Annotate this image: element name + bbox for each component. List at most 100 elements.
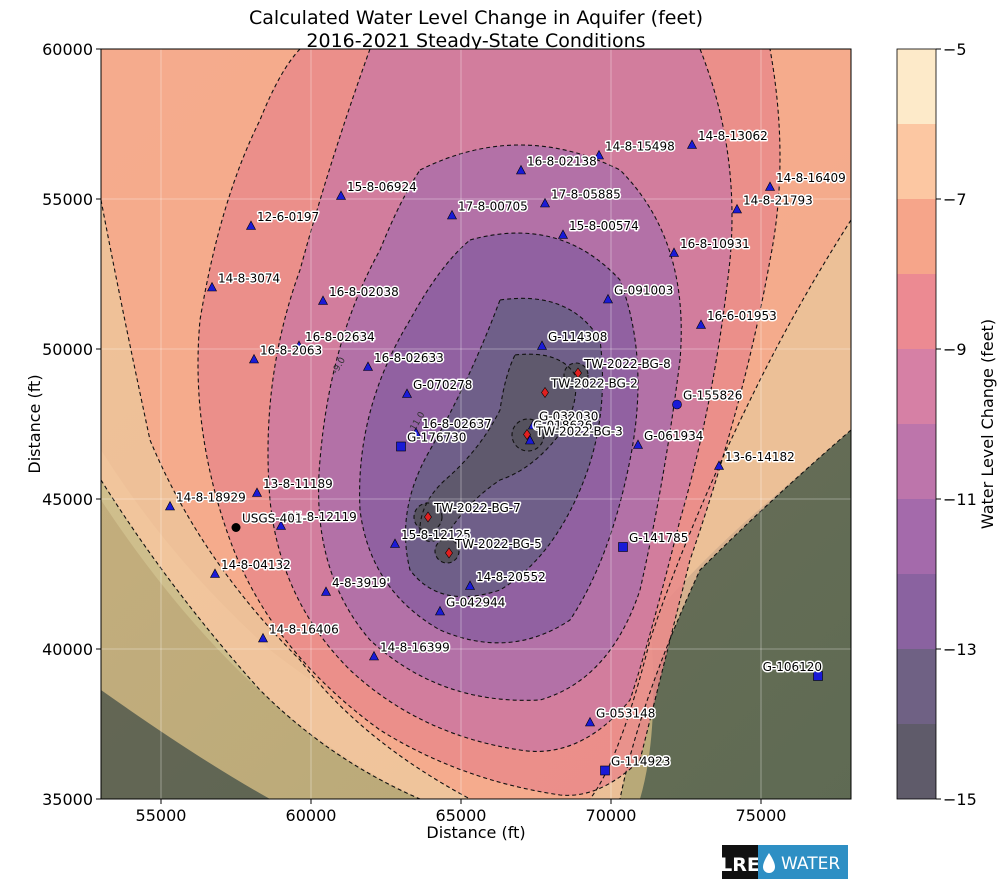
chart-subtitle: 2016-2021 Steady-State Conditions: [306, 30, 645, 52]
colorbar-tick-label: −5: [943, 40, 967, 59]
well-marker: [813, 671, 823, 681]
well-marker: [210, 568, 220, 578]
well-marker: [603, 293, 613, 304]
well-marker: [249, 353, 259, 364]
well-marker: [321, 586, 331, 596]
lre-water-logo: LRE WATER: [720, 845, 848, 879]
well-marker: [523, 428, 531, 441]
well-label: 14-8-18929: [176, 491, 246, 505]
well-marker: [585, 716, 595, 727]
x-tick-label: 75000: [736, 806, 787, 825]
colorbar-band: [897, 49, 936, 124]
well-label: G-176730: [407, 431, 466, 445]
well-marker: [276, 520, 286, 530]
well-label: 14-8-04132: [221, 558, 291, 572]
contour-line-minus-6-east: [619, 429, 851, 799]
well-label: 14-8-13062: [698, 129, 768, 143]
water-drop-icon: [763, 853, 775, 873]
well-label: 16-8-02038: [329, 285, 399, 299]
colorbar-tick-label: −11: [943, 490, 977, 509]
contour-line-minus-12: [405, 297, 604, 598]
well-label: 13-6-14182: [725, 450, 795, 464]
well-marker: [525, 434, 535, 445]
well-label: 12-6-0197: [257, 210, 319, 224]
colorbar-band: [897, 124, 936, 199]
chart-title: Calculated Water Level Change in Aquifer…: [249, 7, 703, 29]
well-label: G-141785: [629, 531, 688, 545]
wells-layer: 14-8-15498 14-8-13062 16-8-02138 14-8-16409…: [165, 128, 847, 776]
colorbar-band: [897, 199, 936, 274]
well-marker: [600, 765, 610, 776]
well-label: G-070278: [413, 378, 472, 392]
well-label: G-061934: [644, 429, 703, 443]
y-tick-label: 45000: [42, 490, 93, 509]
well-marker: [672, 399, 682, 410]
well-label: 16-8-2063: [260, 344, 322, 358]
well-marker: [516, 164, 526, 175]
contour-fills: [101, 49, 851, 799]
colorbar-band: [897, 649, 936, 724]
well-marker: [696, 319, 706, 329]
well-label: TW-2022-BG-8: [583, 357, 671, 371]
contour-band-minus-13: [419, 354, 576, 542]
well-label: USGS-401-: [242, 512, 307, 526]
well-label: 14-8-3074: [218, 272, 280, 286]
colorbar-band: [897, 424, 936, 499]
contour-ring-bg8: [563, 362, 589, 388]
well-marker: [465, 580, 475, 590]
colorbar-label: Water Level Change (feet): [978, 319, 997, 529]
well-marker: [541, 386, 549, 399]
well-marker: [258, 632, 268, 643]
well-label: 14-8-15498: [605, 140, 675, 154]
well-label: 16-8-02637: [422, 417, 492, 431]
well-label: 16-6-01953: [707, 309, 777, 323]
well-marker: [252, 487, 262, 497]
contour-ring-bg3: [511, 418, 545, 452]
well-label: 15-8-12119: [287, 510, 357, 524]
well-label: TW-2022-BG-5: [454, 537, 542, 551]
well-marker: [447, 209, 457, 220]
well-label: G-042944: [446, 596, 505, 610]
x-tick-label: 60000: [286, 806, 337, 825]
well-marker: [574, 367, 582, 379]
well-marker: [714, 460, 724, 470]
well-label: G-114923: [611, 755, 670, 769]
y-axis: 35000 40000 45000 50000 55000 60000: [42, 40, 101, 809]
well-marker: [633, 439, 643, 449]
colorbar: −15 −13 −11 −9 −7 −5: [896, 40, 977, 809]
well-label: 16-8-02633: [374, 351, 444, 365]
well-marker: [294, 340, 304, 350]
colorbar-frame: [896, 48, 937, 800]
well-marker: [687, 139, 697, 149]
well-label: 16-8-02634: [305, 330, 375, 344]
well-marker: [165, 500, 175, 511]
well-label: 15-8-12125: [401, 528, 471, 542]
contour-line-minus-7-east: [589, 219, 851, 799]
contour-lines: [101, 49, 851, 799]
x-axis-label: Distance (ft): [426, 823, 525, 842]
well-marker: [246, 220, 256, 230]
well-label: G-106120: [763, 660, 822, 674]
well-marker: [396, 441, 406, 452]
logo-suffix: WATER: [781, 854, 840, 874]
well-label: G-018626: [533, 419, 592, 433]
well-label: 16-8-10931: [680, 237, 750, 251]
well-label: TW-2022-BG-2: [550, 377, 638, 391]
colorbar-tick-label: −7: [943, 190, 967, 209]
logo-text: LRE: [720, 854, 760, 876]
contour-line-minus-9: [267, 49, 733, 752]
well-marker: [618, 542, 628, 552]
contour-line-minus-13: [419, 353, 577, 542]
y-axis-label: Distance (ft): [25, 374, 44, 473]
colorbar-band: [897, 574, 936, 649]
contour-line-minus-8: [197, 49, 781, 796]
well-label: 15-8-00574: [569, 219, 639, 233]
well-label: 14-8-16409: [776, 171, 846, 185]
colorbar-band: [897, 724, 936, 799]
y-tick-label: 35000: [42, 790, 93, 809]
plot-frame: [100, 48, 852, 800]
well-marker: [318, 295, 328, 305]
y-tick-label: 55000: [42, 190, 93, 209]
well-marker: [594, 149, 604, 160]
